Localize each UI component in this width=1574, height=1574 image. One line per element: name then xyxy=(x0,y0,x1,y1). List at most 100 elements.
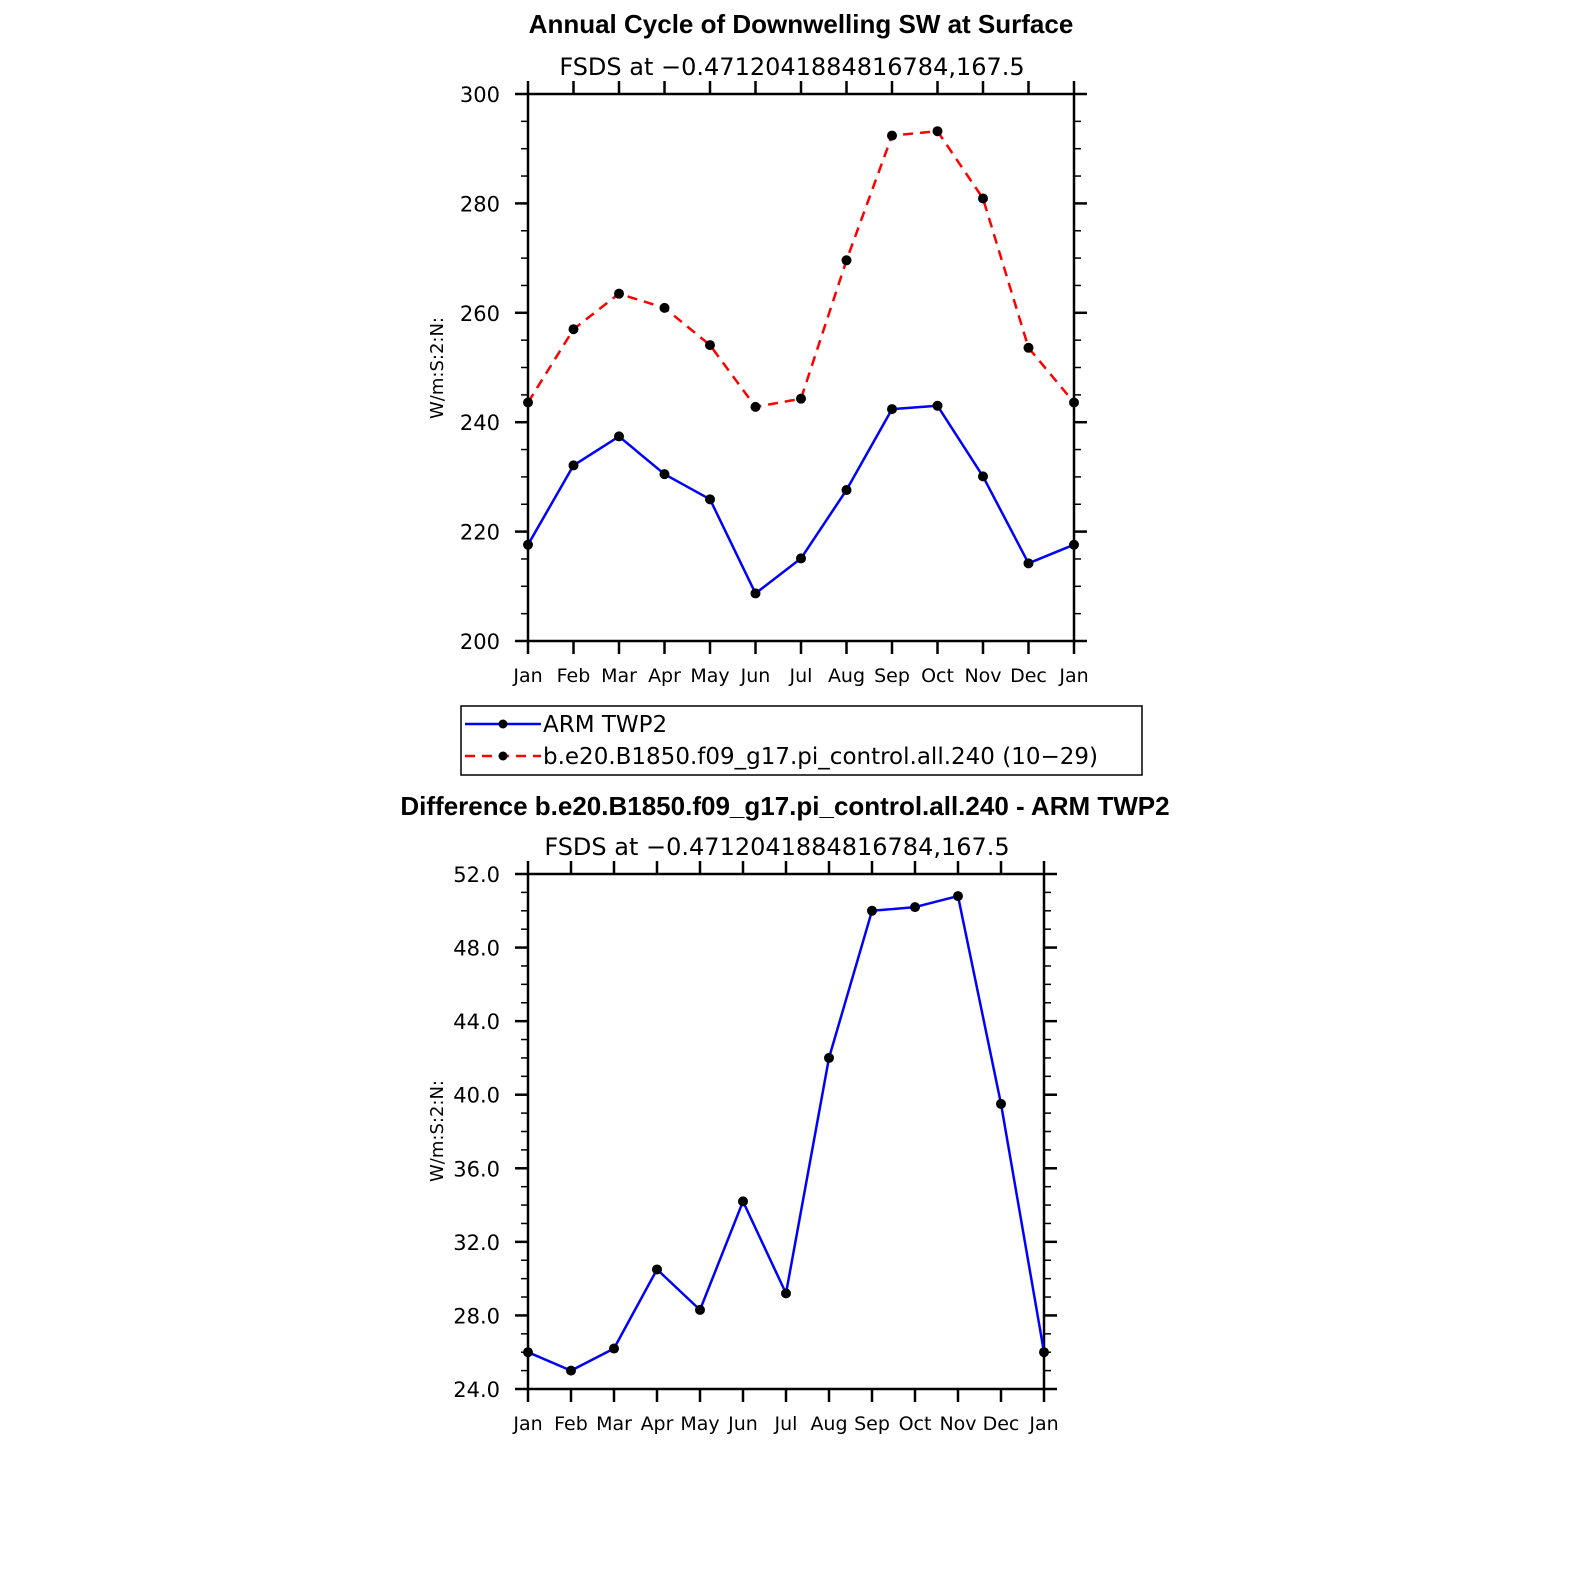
x-tick-label: Dec xyxy=(983,1413,1020,1435)
data-point xyxy=(953,891,963,902)
legend: ARM TWP2 b.e20.B1850.f09_g17.pi_control.… xyxy=(460,705,1143,776)
x-tick-label: Mar xyxy=(596,1413,632,1435)
data-point xyxy=(996,1098,1006,1109)
x-tick-label: Oct xyxy=(899,1413,932,1435)
y-tick-label: 24.0 xyxy=(453,1378,500,1402)
x-tick-label: Jan xyxy=(1028,1413,1058,1435)
chart-subtitle: FSDS at −0.4712041884816784,167.5 xyxy=(544,833,1009,861)
x-tick-label: Nov xyxy=(939,1413,976,1435)
y-tick-labels: 200 220 240 260 280 300 xyxy=(460,83,500,654)
data-point xyxy=(659,469,670,480)
x-tick-label: Mar xyxy=(601,665,637,687)
x-tick-label: Oct xyxy=(921,665,954,687)
x-tick-label: Jul xyxy=(774,1413,798,1435)
y-tick-label: 48.0 xyxy=(453,937,500,961)
x-tick-label: Jun xyxy=(740,665,771,687)
data-point xyxy=(1023,342,1034,353)
data-point xyxy=(932,400,943,411)
x-tick-label: Sep xyxy=(874,665,910,687)
data-point xyxy=(568,324,579,335)
x-tick-label: Jan xyxy=(512,1413,542,1435)
data-point xyxy=(796,393,806,404)
data-point xyxy=(568,460,579,471)
data-point xyxy=(609,1343,619,1354)
x-tick-label: May xyxy=(690,665,729,687)
data-point xyxy=(978,193,988,204)
data-point xyxy=(1069,397,1079,408)
data-point xyxy=(523,1347,533,1358)
legend-label-arm: ARM TWP2 xyxy=(543,712,667,738)
x-tick-label: Aug xyxy=(810,1413,847,1435)
legend-label-model: b.e20.B1850.f09_g17.pi_control.all.240 (… xyxy=(543,744,1098,770)
data-point xyxy=(705,494,715,505)
data-point xyxy=(867,905,877,916)
data-point xyxy=(1023,558,1034,569)
x-tick-label: Aug xyxy=(828,665,865,687)
data-point xyxy=(750,401,761,412)
legend-box xyxy=(460,705,1143,776)
series-line-1 xyxy=(526,129,1075,409)
data-point xyxy=(695,1304,705,1315)
y-axis-label: W/m:S:2:N: xyxy=(427,317,448,419)
data-point xyxy=(796,553,806,564)
difference-chart: Difference b.e20.B1850.f09_g17.pi_contro… xyxy=(400,791,1169,1435)
data-point xyxy=(652,1264,662,1275)
y-tick-label: 260 xyxy=(460,302,500,326)
x-tick-label: Apr xyxy=(648,665,681,687)
data-point xyxy=(614,288,624,299)
data-point xyxy=(910,902,920,913)
data-point xyxy=(781,1288,791,1299)
chart-title: Annual Cycle of Downwelling SW at Surfac… xyxy=(529,9,1074,39)
y-tick-label: 52.0 xyxy=(453,863,500,887)
x-tick-labels: Jan Feb Mar Apr May Jun Jul Aug Sep Oct Nov Dec Jan xyxy=(512,665,1088,687)
data-point xyxy=(841,255,852,266)
x-tick-label: Jan xyxy=(1058,665,1088,687)
y-tick-label: 32.0 xyxy=(453,1231,500,1255)
x-tick-label: Jan xyxy=(512,665,542,687)
x-tick-label: Jul xyxy=(789,665,813,687)
data-point xyxy=(887,130,897,141)
data-point xyxy=(1069,539,1079,550)
x-tick-label: Jun xyxy=(727,1413,758,1435)
x-tick-label: Feb xyxy=(554,1413,588,1435)
data-point xyxy=(705,340,715,351)
series-line-0 xyxy=(526,404,1075,595)
data-point xyxy=(566,1365,576,1376)
x-tick-label: Sep xyxy=(854,1413,890,1435)
x-tick-label: May xyxy=(680,1413,719,1435)
series-group xyxy=(523,891,1049,1376)
data-point xyxy=(841,485,852,496)
x-tick-label: Nov xyxy=(964,665,1001,687)
data-point xyxy=(523,397,533,408)
data-point xyxy=(887,404,897,415)
y-tick-label: 300 xyxy=(460,83,500,107)
data-point xyxy=(750,588,761,599)
y-tick-label: 240 xyxy=(460,411,500,435)
data-point xyxy=(523,539,533,550)
y-tick-label: 28.0 xyxy=(453,1304,500,1328)
plot-frame xyxy=(515,861,1057,1402)
data-point xyxy=(1039,1347,1049,1358)
data-point xyxy=(932,126,943,137)
annual-cycle-chart: Annual Cycle of Downwelling SW at Surfac… xyxy=(427,9,1089,687)
data-point xyxy=(978,471,988,482)
x-tick-label: Dec xyxy=(1010,665,1047,687)
chart-title: Difference b.e20.B1850.f09_g17.pi_contro… xyxy=(400,791,1169,821)
y-axis-label: W/m:S:2:N: xyxy=(427,1080,448,1182)
y-tick-label: 200 xyxy=(460,630,500,654)
data-point xyxy=(614,431,624,442)
plot-frame xyxy=(515,81,1087,654)
y-tick-label: 280 xyxy=(460,192,500,216)
x-tick-label: Feb xyxy=(557,665,591,687)
x-tick-labels: Jan Feb Mar Apr May Jun Jul Aug Sep Oct Nov Dec Jan xyxy=(512,1413,1058,1435)
series-line-0 xyxy=(527,894,1046,1372)
plot-border xyxy=(526,872,1046,1391)
legend-marker-arm xyxy=(498,719,508,729)
y-tick-label: 40.0 xyxy=(453,1084,500,1108)
series-group xyxy=(523,126,1079,599)
data-point xyxy=(824,1052,834,1063)
chart-subtitle: FSDS at −0.4712041884816784,167.5 xyxy=(559,53,1024,81)
legend-marker-model xyxy=(498,751,508,761)
y-tick-label: 220 xyxy=(460,521,500,545)
